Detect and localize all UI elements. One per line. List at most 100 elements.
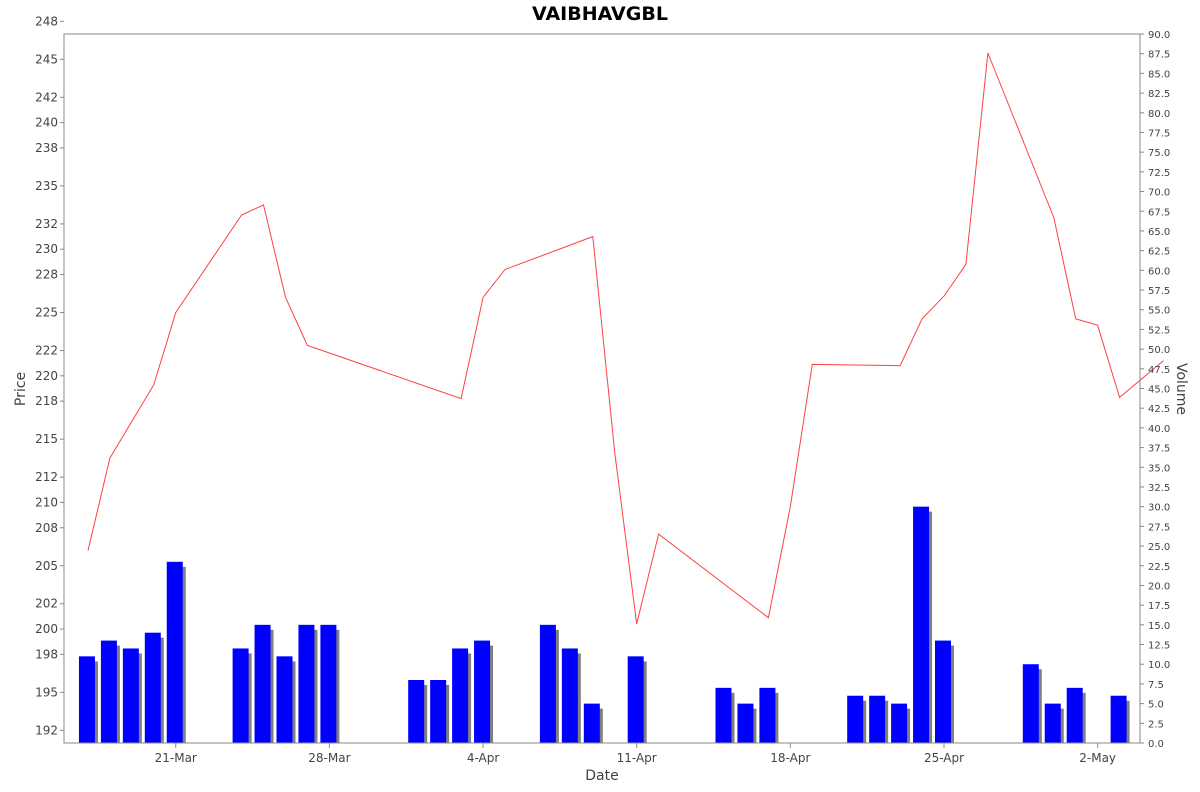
volume-bar — [78, 656, 95, 743]
volume-bar — [100, 640, 117, 743]
y-axis-label: Price — [13, 372, 29, 406]
y2-tick-label: 2.5 — [1148, 719, 1164, 730]
volume-bar — [561, 648, 578, 743]
y-tick-label: 248 — [35, 14, 58, 28]
volume-bar — [122, 648, 139, 743]
x-tick-label: 4-Apr — [467, 751, 500, 765]
volume-bar — [144, 632, 161, 743]
y2-tick-label: 50.0 — [1148, 345, 1170, 356]
y2-tick-label: 32.5 — [1148, 483, 1170, 494]
volume-bar — [1066, 687, 1083, 743]
y2-tick-label: 45.0 — [1148, 385, 1170, 396]
y2-tick-label: 52.5 — [1148, 325, 1170, 336]
y-tick-label: 192 — [35, 723, 58, 737]
plot-area — [63, 33, 1141, 744]
y2-tick-label: 12.5 — [1148, 641, 1170, 652]
y2-tick-label: 40.0 — [1148, 424, 1170, 435]
y2-tick-label: 30.0 — [1148, 503, 1170, 514]
y2-tick-label: 85.0 — [1148, 69, 1170, 80]
volume-bars — [78, 506, 1130, 743]
y-tick-label: 235 — [35, 179, 58, 193]
y2-tick-label: 67.5 — [1148, 207, 1170, 218]
volume-bar — [430, 679, 447, 743]
y-tick-label: 210 — [35, 495, 58, 509]
y-tick-label: 228 — [35, 268, 58, 282]
volume-bar — [737, 703, 754, 743]
x-axis-label: Date — [585, 768, 618, 784]
y-tick-label: 205 — [35, 559, 58, 573]
volume-bar — [320, 624, 337, 743]
x-tick-label: 2-May — [1079, 751, 1116, 765]
y2-axis-ticks: 0.0 2.5 5.0 7.5 10.0 12.5 15.0 17.5 20.0 22.5 25.0… — [1140, 30, 1170, 750]
y2-tick-label: 5.0 — [1148, 700, 1164, 711]
y2-tick-label: 35.0 — [1148, 463, 1170, 474]
chart-title: VAIBHAVGBL — [532, 3, 668, 25]
volume-bar — [474, 640, 491, 743]
y2-tick-label: 75.0 — [1148, 148, 1170, 159]
y2-tick-label: 77.5 — [1148, 128, 1170, 139]
volume-bar — [232, 648, 249, 743]
y2-tick-label: 90.0 — [1148, 30, 1170, 41]
y2-tick-label: 87.5 — [1148, 50, 1170, 61]
volume-bar — [166, 561, 183, 743]
y-tick-label: 208 — [35, 521, 58, 535]
volume-bar — [408, 679, 425, 743]
y2-tick-label: 72.5 — [1148, 168, 1170, 179]
y-tick-label: 212 — [35, 470, 58, 484]
y-tick-label: 200 — [35, 622, 58, 636]
volume-bar — [715, 687, 732, 743]
volume-bar — [891, 703, 908, 743]
y-tick-label: 222 — [35, 344, 58, 358]
y2-tick-label: 60.0 — [1148, 266, 1170, 277]
y2-tick-label: 55.0 — [1148, 306, 1170, 317]
plot-frame — [63, 33, 1141, 744]
x-tick-label: 21-Mar — [155, 751, 197, 765]
y2-tick-label: 20.0 — [1148, 581, 1170, 592]
y2-tick-label: 37.5 — [1148, 444, 1170, 455]
y2-tick-label: 0.0 — [1148, 739, 1164, 750]
y2-tick-label: 70.0 — [1148, 188, 1170, 199]
y-axis-ticks: 192 195 198 200 202 205 208 210 212 215 218 220 222 2… — [35, 14, 64, 737]
volume-bar — [1022, 664, 1039, 743]
volume-bar — [935, 640, 951, 743]
y-tick-label: 245 — [35, 52, 58, 66]
y-tick-label: 240 — [35, 116, 58, 130]
y2-tick-label: 80.0 — [1148, 109, 1170, 120]
y2-tick-label: 62.5 — [1148, 247, 1170, 258]
y2-tick-label: 47.5 — [1148, 365, 1170, 376]
y-tick-label: 220 — [35, 369, 58, 383]
y2-tick-label: 15.0 — [1148, 621, 1170, 632]
y2-tick-label: 17.5 — [1148, 601, 1170, 612]
price-line — [87, 52, 1164, 625]
x-tick-label: 18-Apr — [770, 751, 810, 765]
y2-tick-label: 7.5 — [1148, 680, 1164, 691]
volume-bar — [913, 506, 930, 743]
y2-tick-label: 42.5 — [1148, 404, 1170, 415]
x-tick-label: 11-Apr — [617, 751, 657, 765]
volume-bar — [869, 695, 886, 743]
y2-tick-label: 22.5 — [1148, 562, 1170, 573]
y2-axis-label: Volume — [1173, 363, 1189, 415]
volume-bar — [254, 624, 271, 743]
y-tick-label: 202 — [35, 597, 58, 611]
y2-tick-label: 25.0 — [1148, 542, 1170, 553]
y2-tick-label: 82.5 — [1148, 89, 1170, 100]
x-axis-ticks: 21-Mar 28-Mar 4-Apr 11-Apr 18-Apr 25-Apr 2-May — [155, 743, 1116, 765]
volume-bar — [627, 656, 644, 743]
y-tick-label: 218 — [35, 394, 58, 408]
volume-bar — [1110, 695, 1127, 743]
y-tick-label: 230 — [35, 242, 58, 256]
y-tick-label: 225 — [35, 306, 58, 320]
x-tick-label: 28-Mar — [308, 751, 350, 765]
volume-bar — [583, 703, 600, 743]
volume-bar — [452, 648, 469, 743]
volume-bar — [276, 656, 293, 743]
volume-bar — [759, 687, 776, 743]
x-tick-label: 25-Apr — [924, 751, 964, 765]
y-tick-label: 242 — [35, 90, 58, 104]
volume-bar — [298, 624, 315, 743]
y-tick-label: 232 — [35, 217, 58, 231]
y-tick-label: 198 — [35, 647, 58, 661]
y2-tick-label: 65.0 — [1148, 227, 1170, 238]
